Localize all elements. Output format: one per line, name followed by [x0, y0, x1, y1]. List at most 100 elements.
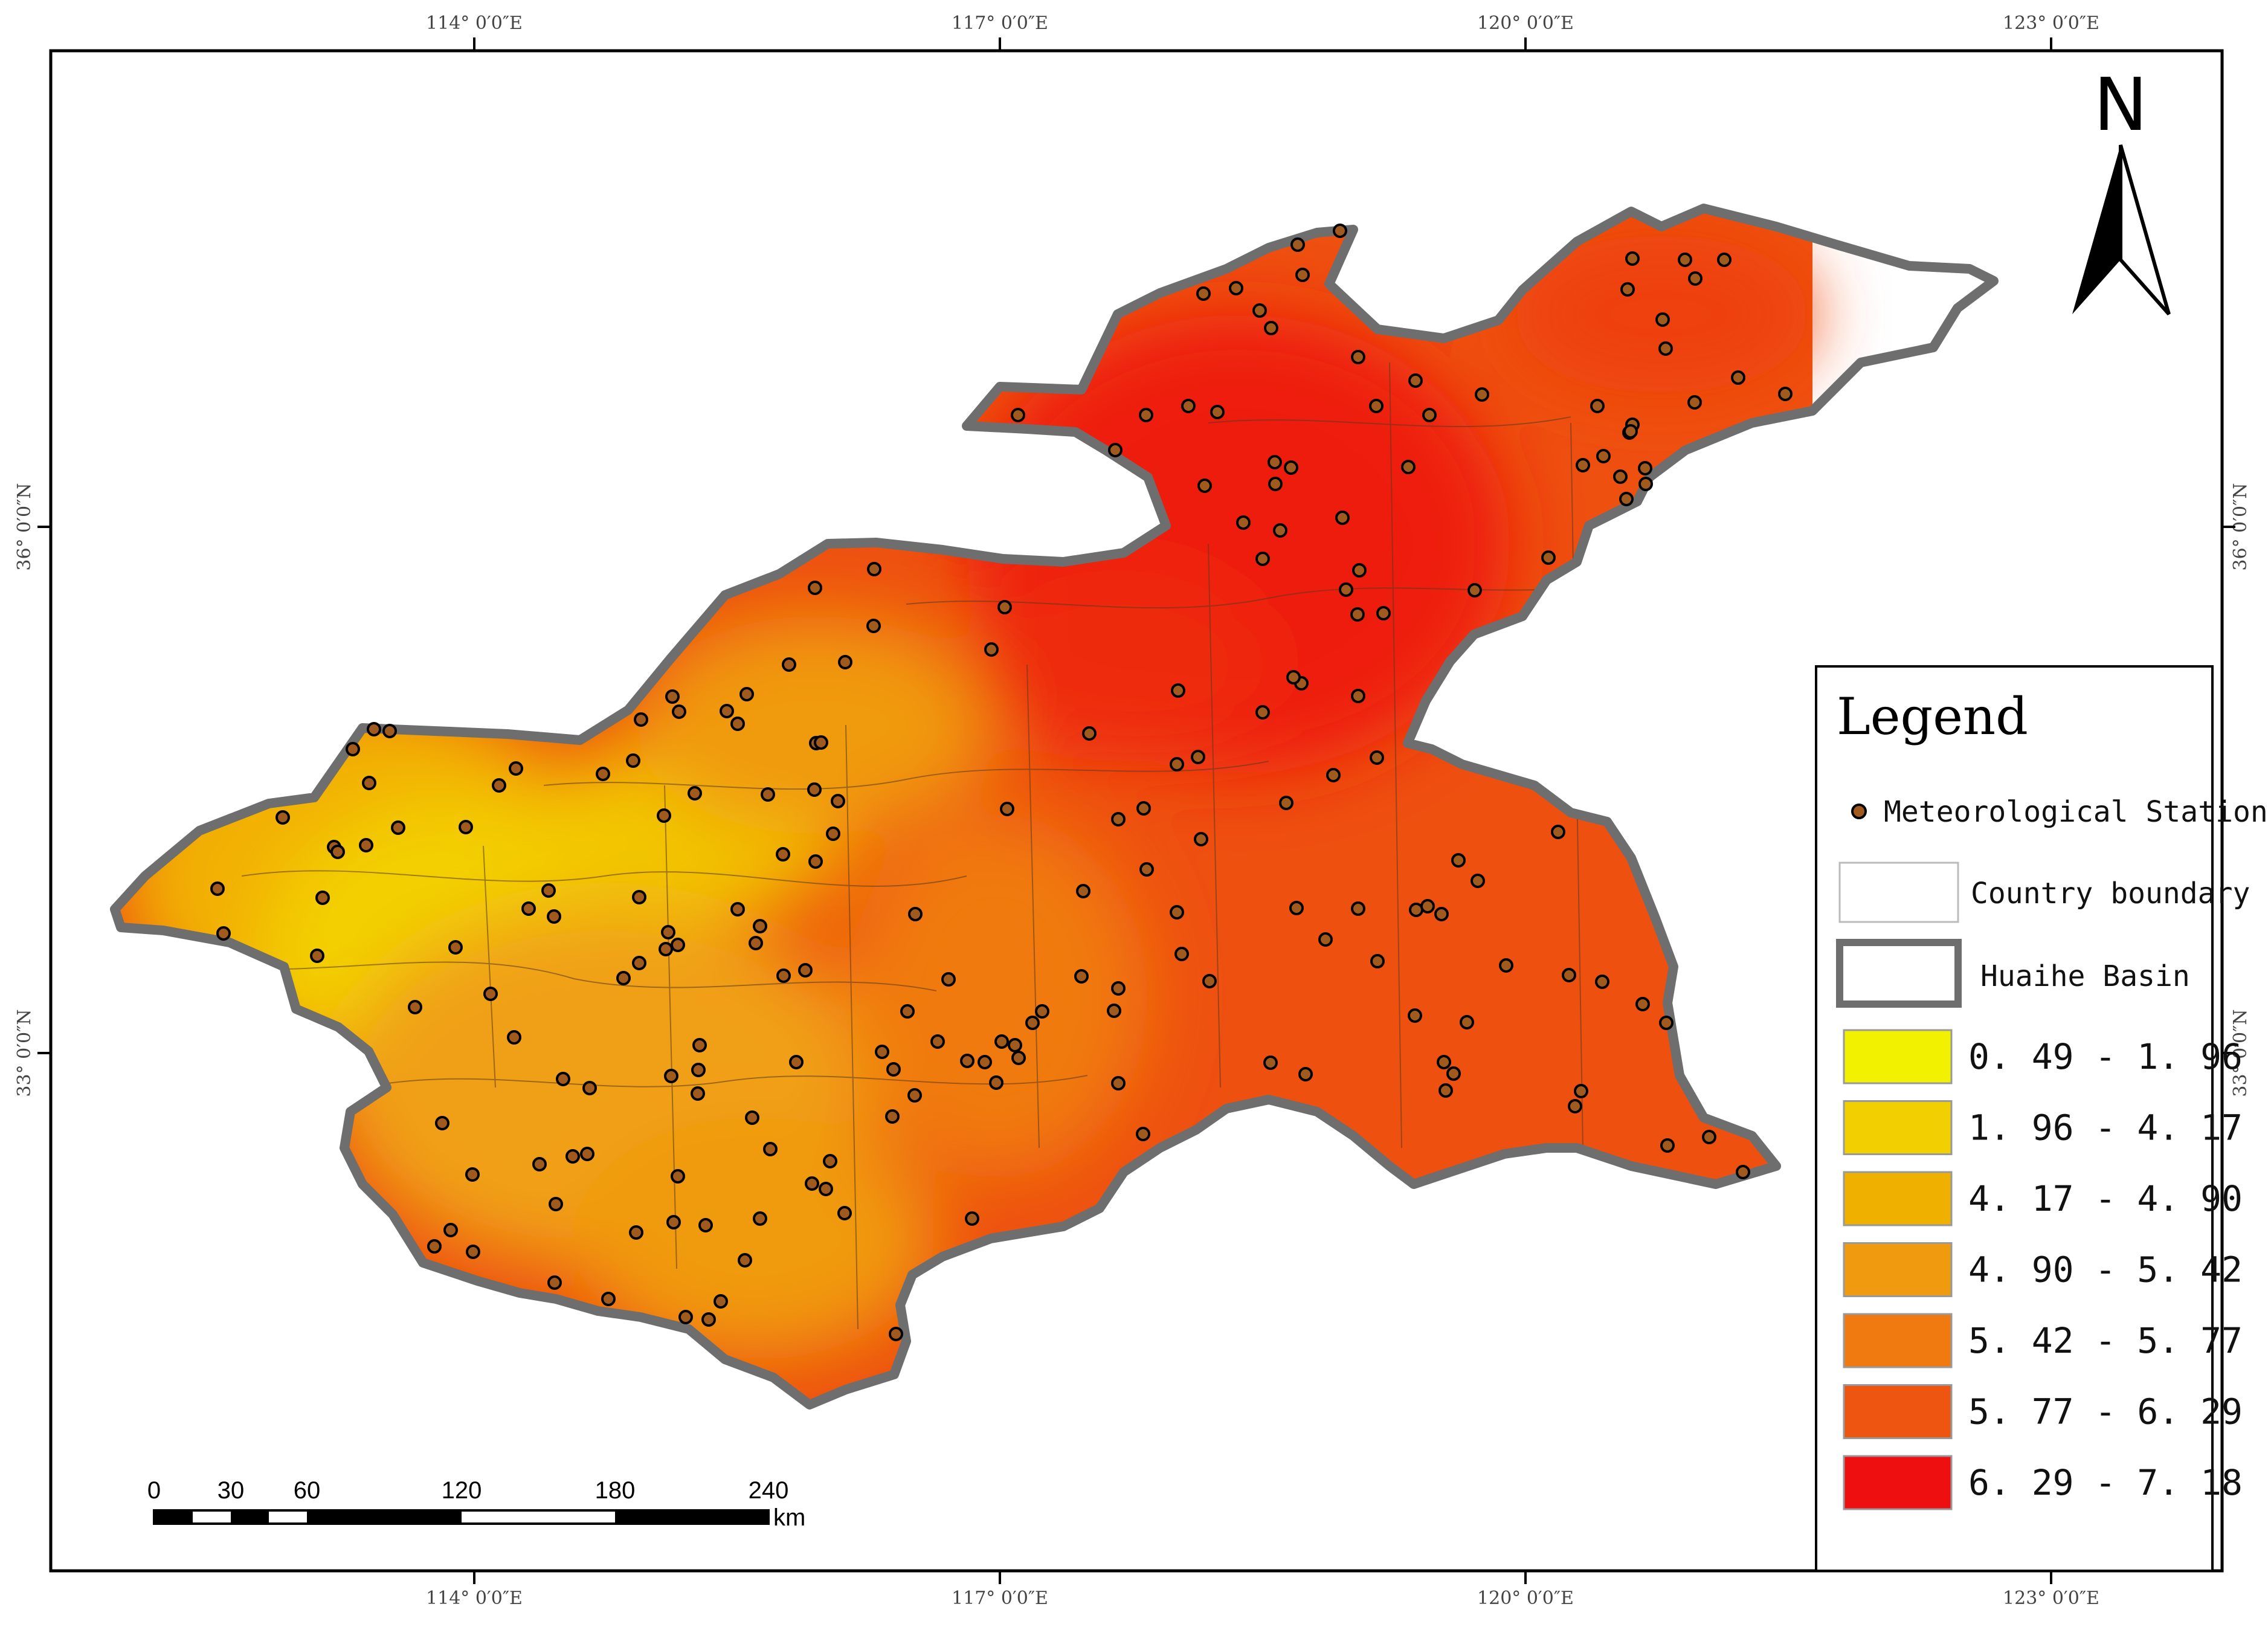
legend-class-swatch — [1843, 1029, 1953, 1084]
meteorological-station — [1170, 757, 1184, 772]
meteorological-station — [1268, 477, 1283, 491]
meteorological-station — [1460, 1015, 1474, 1029]
meteorological-station — [994, 1034, 1009, 1049]
meteorological-station — [1107, 1004, 1121, 1018]
meteorological-station — [1562, 968, 1576, 982]
meteorological-station — [1286, 670, 1301, 685]
meteorological-station — [1568, 1099, 1582, 1113]
meteorological-station — [1139, 408, 1153, 422]
meteorological-station — [907, 1088, 922, 1103]
meteorological-station — [1011, 1051, 1026, 1065]
meteorological-station — [1438, 1083, 1453, 1098]
meteorological-station — [666, 1215, 681, 1229]
meteorological-station — [1551, 825, 1565, 839]
meteorological-station — [1635, 997, 1650, 1011]
meteorological-station — [753, 919, 767, 933]
meteorological-station — [1370, 954, 1385, 968]
legend-class-swatch — [1843, 1242, 1953, 1297]
meteorological-station — [688, 786, 702, 801]
meteorological-station — [808, 854, 823, 869]
meteorological-station — [807, 782, 822, 797]
lon-label-bottom: 123° 0′0″E — [2003, 1588, 2099, 1609]
meteorological-station — [1333, 224, 1347, 238]
meteorological-station — [1446, 1066, 1461, 1081]
meteorological-station — [692, 1038, 707, 1052]
meteorological-station — [1194, 832, 1208, 846]
legend: Legend Meteorological Station Country bo… — [1815, 665, 2268, 1572]
meteorological-station — [367, 722, 381, 736]
meteorological-station — [1717, 253, 1732, 267]
meteorological-station — [1659, 1016, 1674, 1030]
meteorological-station — [541, 883, 556, 898]
meteorological-station — [831, 794, 845, 808]
meteorological-station — [1191, 750, 1205, 764]
meteorological-station — [1350, 607, 1365, 622]
scale-tick-label: 30 — [217, 1477, 245, 1504]
meteorological-station — [908, 907, 923, 921]
lon-label-bottom: 117° 0′0″E — [952, 1588, 1048, 1609]
meteorological-station — [1082, 726, 1097, 741]
legend-country-label: Country boundary — [1971, 877, 2250, 910]
meteorological-station — [216, 926, 231, 941]
meteorological-station — [582, 1081, 597, 1095]
station-symbol-icon — [1851, 804, 1867, 819]
meteorological-station — [626, 753, 640, 768]
meteorological-station — [509, 761, 523, 776]
meteorological-station — [763, 1142, 778, 1156]
meteorological-station — [749, 936, 763, 950]
legend-station-label: Meteorological Station — [1884, 795, 2268, 829]
meteorological-station — [1420, 899, 1435, 913]
station-layer — [210, 224, 1793, 1341]
meteorological-station — [1268, 455, 1282, 469]
meteorological-station — [1284, 460, 1298, 475]
meteorological-station — [672, 704, 686, 719]
map-frame — [49, 49, 2224, 1573]
meteorological-station — [753, 1211, 767, 1226]
meteorological-station — [435, 1116, 449, 1130]
meteorological-station — [1136, 801, 1151, 816]
meteorological-station — [1273, 523, 1287, 538]
legend-basin-label: Huaihe Basin — [1980, 959, 2190, 993]
meteorological-station — [889, 1327, 903, 1341]
meteorological-station — [1437, 1055, 1451, 1069]
meteorological-station — [1409, 903, 1423, 917]
meteorological-station — [885, 1109, 900, 1124]
meteorological-station — [1108, 443, 1123, 457]
meteorological-station — [1252, 303, 1267, 318]
legend-class-label: 6. 29 - 7. 18 — [1968, 1462, 2243, 1503]
meteorological-station — [866, 619, 881, 633]
meteorological-station — [443, 1223, 458, 1237]
meteorological-station — [837, 1206, 852, 1220]
meteorological-station — [1290, 237, 1305, 252]
meteorological-station — [1778, 387, 1793, 401]
meteorological-station — [1111, 812, 1126, 826]
meteorological-station — [867, 562, 881, 576]
meteorological-station — [776, 847, 790, 862]
meteorological-station — [886, 1062, 901, 1077]
meteorological-station — [814, 735, 828, 750]
meteorological-station — [691, 1063, 706, 1077]
meteorological-station — [671, 938, 685, 952]
meteorological-station — [408, 1000, 422, 1014]
meteorological-station — [362, 776, 376, 790]
meteorological-station — [1263, 1055, 1278, 1070]
meteorological-station — [984, 642, 999, 657]
meteorological-station — [547, 1275, 562, 1290]
meteorological-station — [1499, 958, 1513, 973]
meteorological-station — [1289, 901, 1304, 915]
meteorological-station — [629, 1225, 643, 1240]
meteorological-station — [315, 891, 330, 905]
meteorological-station — [1687, 395, 1702, 410]
meteorological-station — [1370, 750, 1384, 765]
meteorological-station — [698, 1218, 713, 1232]
meteorological-station — [1210, 405, 1225, 419]
meteorological-station — [1074, 969, 1089, 984]
meteorological-station — [789, 1055, 804, 1069]
meteorological-station — [701, 1312, 716, 1327]
meteorological-station — [391, 820, 405, 835]
lat-label-left: 36° 0′0″N — [14, 483, 35, 570]
legend-class-label: 4. 90 - 5. 42 — [1968, 1249, 2243, 1290]
meteorological-station — [1595, 975, 1609, 989]
meteorological-station — [1229, 281, 1243, 295]
